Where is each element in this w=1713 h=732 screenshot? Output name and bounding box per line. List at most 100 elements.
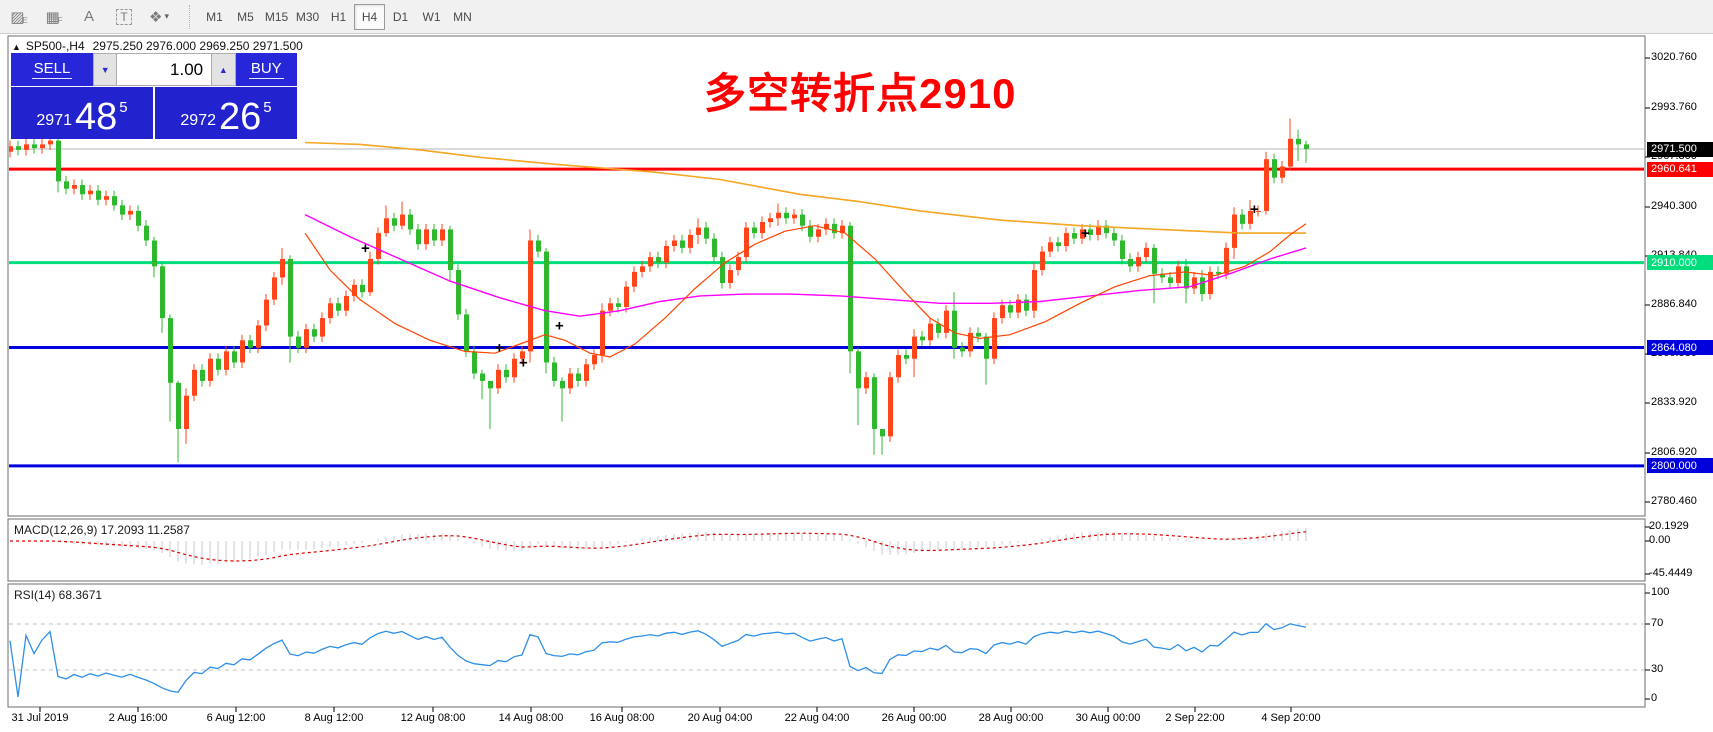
- price-axis-tick-label: 2780.460: [1651, 495, 1697, 507]
- candle-body: [1120, 240, 1125, 259]
- candle-body: [816, 229, 821, 237]
- volume-increase-button[interactable]: ▲: [211, 53, 236, 86]
- candle-body: [272, 277, 277, 300]
- candle-body: [280, 258, 285, 278]
- candle-body: [832, 223, 837, 234]
- candle-body: [1232, 214, 1237, 248]
- rsi-axis-tick-label: 70: [1651, 617, 1664, 629]
- candle-body: [1016, 299, 1021, 313]
- ma-slow-orange: [304, 141, 1306, 234]
- candle-body: [152, 240, 157, 267]
- buy-price-big: 26: [218, 95, 262, 138]
- macd-signal-line: [10, 531, 1307, 562]
- candle-body: [1280, 166, 1285, 178]
- candle-body: [144, 225, 149, 241]
- candle-body: [88, 190, 93, 195]
- candle-body: [1176, 266, 1181, 283]
- candle-body: [912, 336, 917, 359]
- candle-body: [424, 229, 429, 245]
- timeframe-button-m15[interactable]: M15: [264, 9, 289, 24]
- candle-body: [704, 227, 709, 239]
- candle-body: [216, 358, 221, 370]
- trade-cross-marker: +: [519, 354, 528, 371]
- candle-body: [376, 233, 381, 259]
- candle-body: [800, 214, 805, 226]
- timeframe-button-m1[interactable]: M1: [206, 9, 223, 24]
- candle-body: [232, 351, 237, 363]
- candle-body: [1064, 233, 1069, 247]
- volume-input[interactable]: 1.00: [117, 53, 212, 86]
- candle-body: [616, 303, 621, 308]
- text-label-icon[interactable]: A: [83, 8, 94, 25]
- candle-body: [896, 355, 901, 378]
- candle-body: [1208, 271, 1213, 295]
- candle-body: [200, 369, 205, 381]
- candle-body: [944, 310, 949, 333]
- price-axis-tick-label: 2833.920: [1651, 396, 1697, 408]
- time-axis-label: 4 Sep 20:00: [1261, 712, 1321, 724]
- macd-panel[interactable]: [7, 518, 1646, 582]
- text-box-icon[interactable]: T: [108, 3, 140, 31]
- objects-arrange-icon[interactable]: ❖ ▾: [149, 8, 169, 26]
- symbol-ohlc-values: 2975.250 2976.000 2969.250 2971.500: [92, 39, 303, 53]
- price-axis-tick-label: 2993.760: [1651, 101, 1697, 113]
- candle-body: [960, 347, 965, 352]
- macd-axis-tick-label: 20.1929: [1649, 520, 1689, 532]
- trade-cross-marker: +: [1081, 225, 1090, 242]
- candle-body: [264, 299, 269, 326]
- toolbar: ▨ E ▦ F A T ❖ ▾ M1 M5 M15 M30 H1 H4 D1 W1 MN: [0, 0, 1713, 34]
- candle-body: [9, 146, 13, 152]
- candle-body: [688, 234, 693, 248]
- candle-body: [560, 380, 565, 389]
- candle-body: [880, 428, 885, 437]
- candle-body: [1144, 247, 1149, 258]
- sell-price-quote[interactable]: 2971 48 5: [11, 87, 153, 139]
- candle-body: [736, 257, 741, 271]
- sell-button[interactable]: SELL: [11, 53, 94, 86]
- candle-body: [1296, 138, 1301, 145]
- candle-body: [656, 257, 661, 263]
- price-axis-tick-label: 2940.300: [1651, 200, 1697, 212]
- candle-body: [840, 225, 845, 234]
- candle-body: [720, 257, 725, 283]
- indicators-icon[interactable]: ▨ E: [10, 8, 28, 26]
- grid-icon[interactable]: ▦ F: [45, 8, 63, 26]
- candle-body: [592, 355, 597, 365]
- candle-body: [296, 336, 301, 348]
- time-axis-label: 12 Aug 08:00: [400, 712, 466, 724]
- candle-body: [1248, 210, 1253, 224]
- timeframe-button-d1[interactable]: D1: [392, 9, 409, 24]
- rsi-panel[interactable]: [7, 583, 1646, 708]
- candle-body: [632, 271, 637, 287]
- candle-body: [664, 246, 669, 263]
- candle-body: [1184, 266, 1189, 289]
- candle-body: [416, 229, 421, 245]
- collapse-triangle-icon[interactable]: ▲: [12, 42, 21, 52]
- buy-button[interactable]: BUY: [235, 53, 298, 86]
- timeframe-button-m30[interactable]: M30: [295, 9, 320, 24]
- chart-annotation-text: 多空转折点2910: [704, 70, 1017, 117]
- time-axis-label: 22 Aug 04:00: [784, 712, 850, 724]
- volume-decrease-button[interactable]: ▼: [93, 53, 118, 86]
- candle-body: [1128, 258, 1133, 267]
- candle-body: [328, 303, 333, 319]
- candle-body: [600, 310, 605, 356]
- sell-price-big: 48: [74, 95, 118, 138]
- timeframe-button-h1[interactable]: H1: [330, 9, 347, 24]
- price-level-badge: 2971.500: [1647, 141, 1713, 157]
- candle-body: [928, 323, 933, 341]
- buy-price-quote[interactable]: 2972 26 5: [155, 87, 297, 139]
- timeframe-button-w1[interactable]: W1: [422, 9, 441, 24]
- timeframe-button-h4[interactable]: H4: [354, 3, 385, 30]
- timeframe-button-m5[interactable]: M5: [237, 9, 254, 24]
- candle-body: [1240, 214, 1245, 224]
- candle-body: [352, 284, 357, 296]
- candle-body: [368, 258, 373, 293]
- candle-body: [168, 318, 173, 383]
- rsi-axis-tick-label: 100: [1651, 586, 1670, 598]
- time-axis-label: 28 Aug 00:00: [978, 712, 1044, 724]
- candle-body: [528, 240, 533, 352]
- toolbar-icon-group: ▨ E ▦ F A T ❖ ▾: [0, 3, 175, 31]
- trade-cross-marker: +: [1250, 201, 1259, 218]
- timeframe-button-mn[interactable]: MN: [453, 9, 472, 24]
